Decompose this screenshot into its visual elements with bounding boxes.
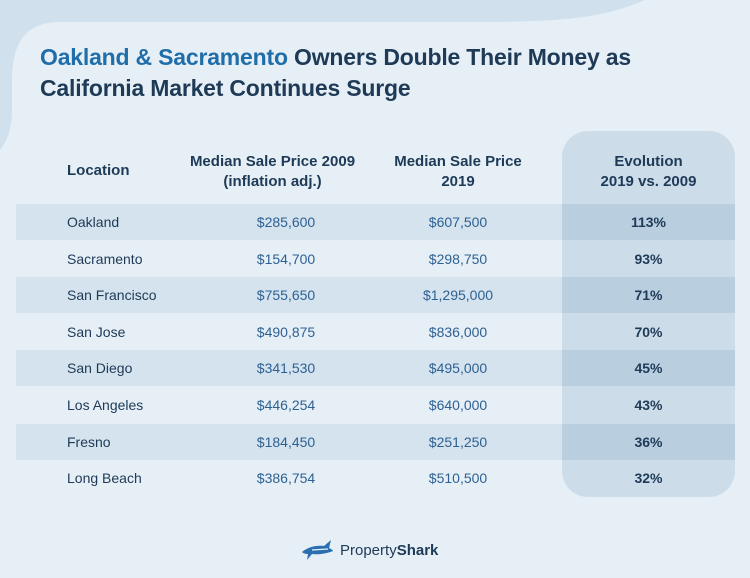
price-2019-cell: $298,750 [428,250,488,267]
brand-part1: Property [340,541,397,559]
table-row: Sacramento $154,700 $298,750 93% [16,241,735,277]
location-cell: Sacramento [67,250,143,267]
evolution-cell: 113% [630,214,667,230]
price-2019-cell: $495,000 [428,360,488,377]
price-2009-cell: $755,650 [256,287,316,304]
price-2009-cell: $446,254 [256,397,316,413]
header-evolution-line1: Evolution [614,153,683,170]
header-price-2009-line2: (inflation adj.) [223,173,322,190]
price-2019-cell: $1,295,000 [422,287,494,304]
evolution-cell-background [562,350,735,387]
brand-name: PropertyShark [340,542,438,559]
location-cell: Fresno [67,433,111,450]
location-cell: San Jose [67,323,126,340]
price-2009-cell: $154,700 [256,250,316,267]
price-2019-cell: $510,500 [428,470,488,487]
header-price-2019-line2: 2019 [441,173,475,190]
table-row: San Francisco $755,650 $1,295,000 71% [16,277,735,314]
header-location-label: Location [67,162,130,179]
evolution-cell: 45% [634,360,663,377]
table-row: San Jose $490,875 $836,000 70% [16,314,735,350]
header-price-2009: Median Sale Price 2009 (inflation adj.) [180,152,365,192]
table-row: San Diego $341,530 $495,000 45% [16,350,735,387]
evolution-cell-background [562,423,735,460]
header-location: Location [67,161,130,181]
table-row: Fresno $184,450 $251,250 36% [16,423,735,460]
header-price-2019: Median Sale Price 2019 [368,152,548,192]
price-2009-cell: $386,754 [256,470,316,487]
price-2019-cell: $251,250 [428,433,488,450]
evolution-cell: 71% [634,287,663,304]
table-row: Oakland $285,600 $607,500 113% [16,204,735,240]
price-2009-cell: $285,600 [256,214,316,230]
title-line2: California Market Continues Surge [40,75,411,101]
price-2019-cell: $640,000 [428,397,488,413]
price-2009-cell: $490,875 [256,323,316,340]
evolution-cell-background [562,277,735,314]
chart-title: Oakland & Sacramento Owners Double Their… [40,42,720,104]
table-row: Los Angeles $446,254 $640,000 43% [16,387,735,423]
location-cell: San Francisco [67,287,157,304]
location-cell: Oakland [67,214,120,230]
header-price-2019-line1: Median Sale Price [394,153,522,170]
location-cell: Long Beach [67,470,142,487]
location-cell: San Diego [67,360,133,377]
evolution-cell: 43% [634,397,663,413]
price-2009-cell: $184,450 [256,433,316,450]
title-line1-rest: Owners Double Their Money as [287,44,631,70]
shark-icon [302,540,333,560]
propertyshark-logo: PropertyShark [300,536,438,564]
title-highlight: Oakland & Sacramento [40,44,288,70]
brand-part2: Shark [396,541,439,559]
location-cell: Los Angeles [67,397,144,413]
table-row: Long Beach $386,754 $510,500 32% [16,460,735,496]
evolution-cell: 32% [634,470,663,487]
price-2009-cell: $341,530 [256,360,316,377]
evolution-cell: 93% [634,250,663,267]
header-evolution-line2: 2019 vs. 2009 [600,173,697,190]
header-evolution: Evolution 2019 vs. 2009 [562,152,735,192]
header-price-2009-line1: Median Sale Price 2009 [189,153,356,170]
evolution-cell: 36% [634,433,663,450]
evolution-cell-background [562,204,735,240]
price-2019-cell: $607,500 [428,214,488,230]
evolution-cell: 70% [634,323,663,340]
price-2019-cell: $836,000 [428,323,488,340]
